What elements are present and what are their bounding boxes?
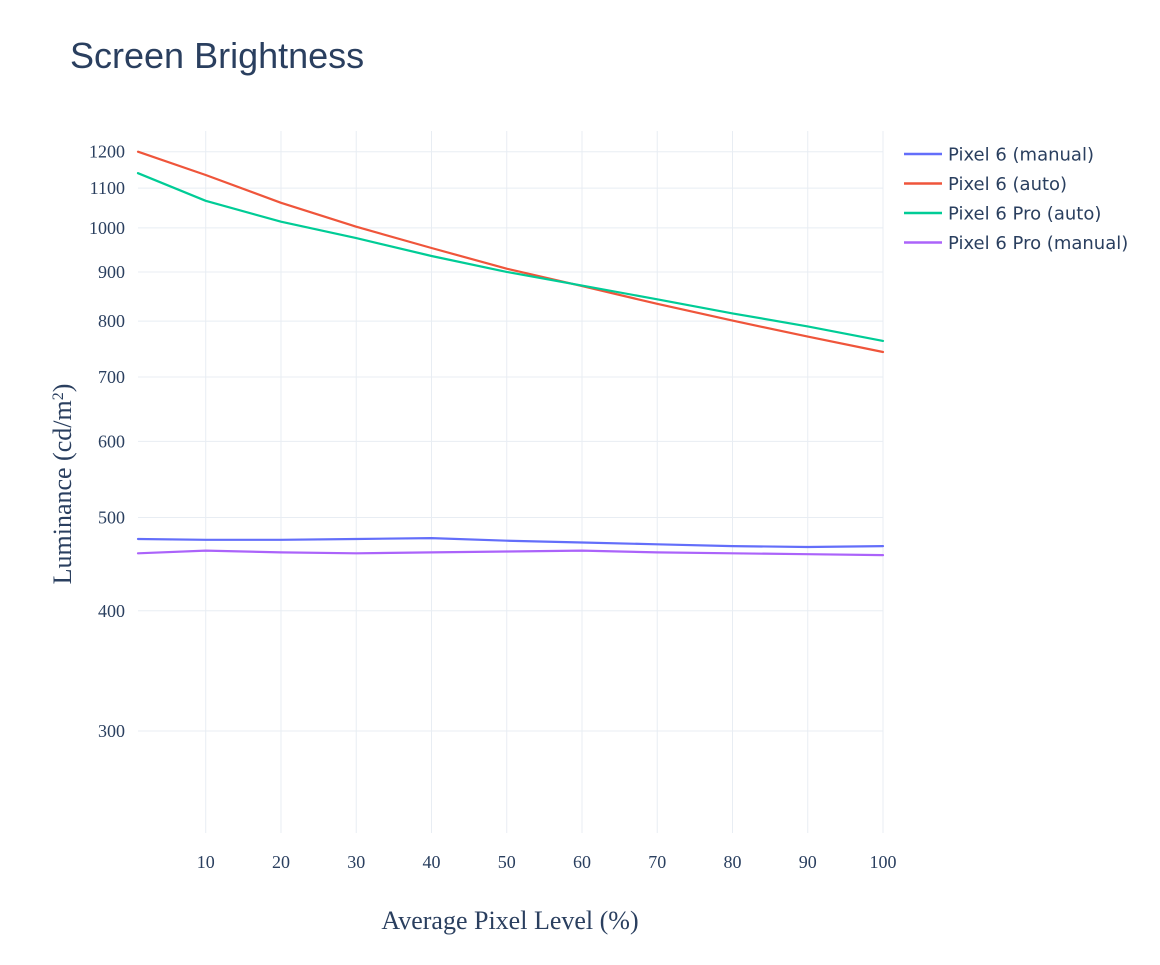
x-tick-label: 60 [573, 852, 591, 872]
series-line [136, 536, 885, 549]
series-line [136, 150, 885, 354]
x-tick-label: 30 [347, 852, 365, 872]
y-tick-label: 700 [98, 367, 125, 387]
x-tick-label: 20 [272, 852, 290, 872]
y-tick-label: 1100 [90, 178, 125, 198]
x-tick-label: 40 [422, 852, 440, 872]
y-tick-label: 1200 [89, 142, 125, 162]
legend-item[interactable]: Pixel 6 (auto) [904, 174, 1067, 195]
y-axis-ticks: 300 400 500 600 700 800 900 1000 1100 1200 [89, 142, 125, 741]
x-tick-label: 90 [799, 852, 817, 872]
y-tick-label: 1000 [89, 218, 125, 238]
x-tick-label: 70 [648, 852, 666, 872]
legend-label: Pixel 6 (manual) [948, 145, 1094, 166]
x-tick-label: 50 [498, 852, 516, 872]
x-axis-title: Average Pixel Level (%) [381, 906, 638, 935]
legend-item[interactable]: Pixel 6 Pro (auto) [904, 204, 1101, 225]
grid [138, 131, 884, 833]
legend-item[interactable]: Pixel 6 Pro (manual) [904, 233, 1128, 254]
series-line [136, 172, 885, 342]
y-axis-title-sup: 2 [50, 392, 67, 400]
x-tick-label: 100 [870, 852, 897, 872]
y-axis-title-close: ) [48, 384, 77, 393]
x-tick-label: 80 [723, 852, 741, 872]
y-tick-label: 800 [98, 311, 125, 331]
y-axis-title: Luminance (cd/m2) [48, 384, 77, 585]
legend-label: Pixel 6 Pro (auto) [948, 204, 1101, 225]
x-axis-ticks: 10 20 30 40 50 60 70 80 90 100 [197, 852, 897, 872]
y-tick-label: 300 [98, 721, 125, 741]
legend-item[interactable]: Pixel 6 (manual) [904, 145, 1094, 166]
series-line [136, 549, 885, 557]
y-tick-label: 600 [98, 431, 125, 451]
y-tick-label: 500 [98, 508, 125, 528]
y-axis-title-main: Luminance (cd/m [48, 400, 77, 584]
x-tick-label: 10 [197, 852, 215, 872]
series-group [136, 150, 885, 557]
legend-label: Pixel 6 Pro (manual) [948, 233, 1128, 254]
chart-title: Screen Brightness [70, 35, 364, 76]
legend[interactable]: Pixel 6 (manual) Pixel 6 (auto) Pixel 6 Pr… [904, 145, 1128, 255]
y-tick-label: 900 [98, 262, 125, 282]
y-tick-label: 400 [98, 601, 125, 621]
legend-label: Pixel 6 (auto) [948, 174, 1067, 195]
